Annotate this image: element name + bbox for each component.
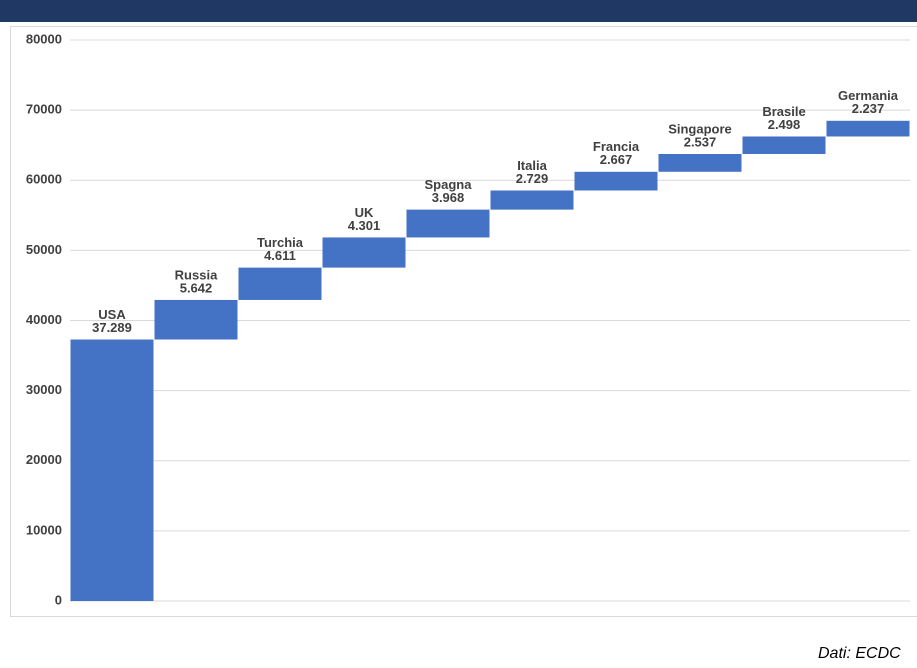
value-label: 5.642 (180, 280, 213, 295)
y-tick-label: 80000 (26, 31, 62, 46)
category-label: UK (355, 205, 374, 220)
y-tick-label: 0 (55, 592, 62, 607)
value-label: 2.498 (768, 117, 801, 132)
y-tick-label: 30000 (26, 382, 62, 397)
source-note: Dati: ECDC (818, 645, 901, 662)
y-tick-label: 20000 (26, 452, 62, 467)
category-label: Italia (517, 158, 547, 173)
category-label: Germania (838, 88, 899, 103)
value-label: 2.729 (516, 171, 549, 186)
value-label: 37.289 (92, 320, 132, 335)
bar (406, 209, 490, 238)
bar (658, 153, 742, 172)
value-label: 4.301 (348, 218, 381, 233)
value-label: 2.237 (852, 101, 885, 116)
y-tick-label: 40000 (26, 312, 62, 327)
y-tick-label: 60000 (26, 172, 62, 187)
category-label: Spagna (425, 177, 473, 192)
bar (238, 267, 322, 300)
category-label: USA (98, 307, 126, 322)
category-label: Russia (175, 267, 218, 282)
y-tick-label: 70000 (26, 102, 62, 117)
bar (322, 237, 406, 268)
y-tick-label: 10000 (26, 522, 62, 537)
value-label: 2.667 (600, 152, 633, 167)
category-label: Francia (593, 139, 640, 154)
value-label: 3.968 (432, 190, 465, 205)
value-label: 2.537 (684, 134, 717, 149)
value-label: 4.611 (264, 248, 296, 263)
category-label: Brasile (762, 104, 805, 119)
category-label: Turchia (257, 235, 304, 250)
bar (826, 120, 910, 137)
bar (742, 136, 826, 154)
category-label: Singapore (668, 121, 732, 136)
bar (70, 339, 154, 601)
title-bar (0, 0, 917, 22)
bar (154, 299, 238, 340)
bar (574, 171, 658, 191)
y-tick-label: 50000 (26, 242, 62, 257)
bar (490, 190, 574, 210)
